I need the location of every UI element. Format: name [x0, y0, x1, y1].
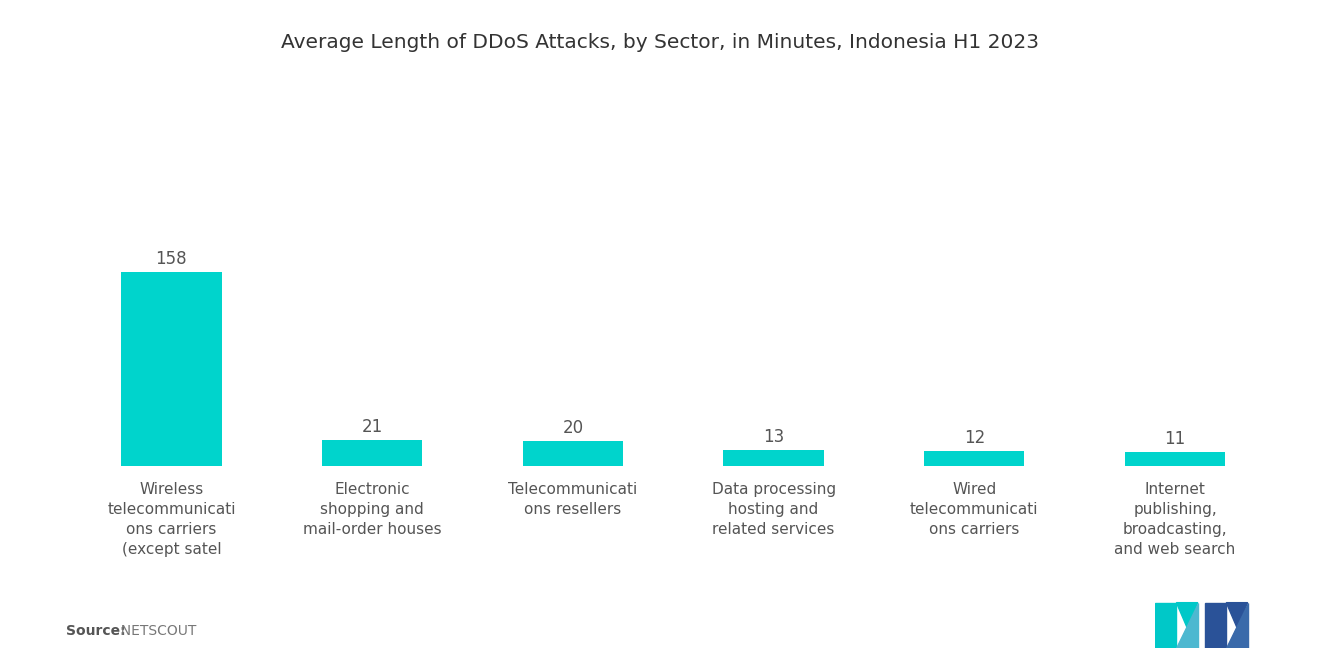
Text: Source:: Source:	[66, 624, 125, 638]
Bar	[121, 271, 222, 466]
Bar	[924, 451, 1024, 465]
Text: 21: 21	[362, 418, 383, 436]
Polygon shape	[1176, 602, 1197, 648]
Bar	[523, 441, 623, 466]
Text: 13: 13	[763, 428, 784, 446]
Bar	[1125, 452, 1225, 466]
Text: 11: 11	[1164, 430, 1185, 448]
Bar	[322, 440, 422, 465]
Bar	[723, 450, 824, 465]
Text: 20: 20	[562, 419, 583, 438]
Polygon shape	[1176, 602, 1197, 628]
Polygon shape	[1205, 602, 1226, 648]
Text: NETSCOUT: NETSCOUT	[112, 624, 197, 638]
Text: 12: 12	[964, 429, 985, 447]
Text: Average Length of DDoS Attacks, by Sector, in Minutes, Indonesia H1 2023: Average Length of DDoS Attacks, by Secto…	[281, 33, 1039, 53]
Polygon shape	[1155, 602, 1176, 648]
Polygon shape	[1226, 602, 1247, 628]
Text: 158: 158	[156, 250, 187, 268]
Polygon shape	[1226, 602, 1247, 648]
